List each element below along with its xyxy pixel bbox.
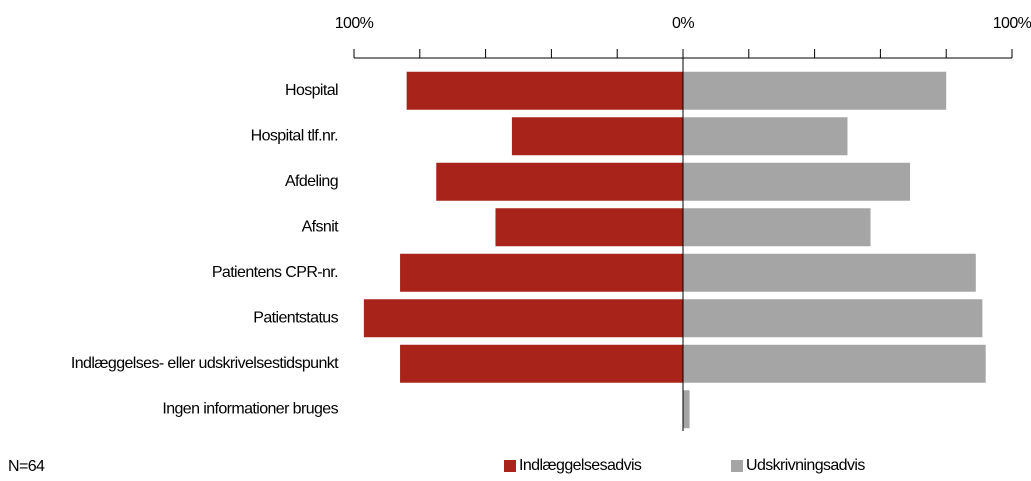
- bar: [495, 208, 683, 247]
- category-label: Afdeling: [285, 173, 338, 190]
- legend-label: Udskrivningsadvis: [746, 457, 865, 474]
- x-tick-label: 0%: [672, 15, 694, 32]
- bar: [436, 162, 683, 201]
- category-label: Hospital tlf.nr.: [251, 127, 338, 144]
- legend-swatch: [504, 460, 516, 472]
- bar: [400, 253, 683, 292]
- bar: [363, 299, 683, 338]
- bar: [683, 208, 871, 247]
- category-label: Patientstatus: [253, 309, 338, 326]
- bar: [511, 117, 683, 156]
- legend-label: Indlæggelsesadvis: [519, 457, 642, 474]
- x-tick-label: 100%: [993, 15, 1031, 32]
- category-label: Indlæggelses- eller udskrivelsestidspunk…: [71, 355, 339, 372]
- x-tick-label: 100%: [335, 15, 374, 32]
- bar: [683, 117, 848, 156]
- bar: [406, 71, 683, 110]
- footnote: N=64: [8, 458, 45, 475]
- category-label: Afsnit: [302, 218, 340, 235]
- bar: [683, 390, 690, 429]
- category-label: Hospital: [285, 82, 338, 99]
- legend-swatch: [731, 460, 743, 472]
- bar: [683, 71, 947, 110]
- category-label: Patientens CPR-nr.: [212, 264, 338, 281]
- bar: [683, 253, 976, 292]
- bar: [683, 162, 911, 201]
- category-label: Ingen informationer bruges: [162, 400, 338, 417]
- bar: [683, 299, 983, 338]
- bar: [400, 344, 683, 383]
- bar: [683, 344, 986, 383]
